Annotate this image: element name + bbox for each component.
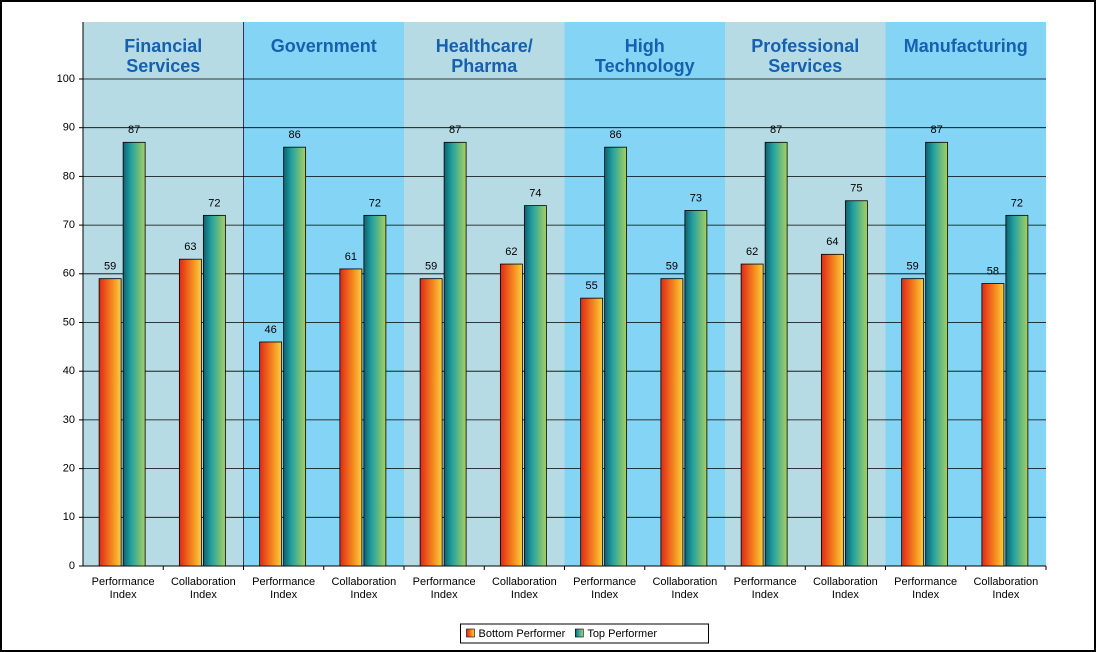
value-label: 74 (529, 188, 541, 200)
value-label: 64 (826, 236, 838, 248)
bar (580, 297, 604, 567)
value-label: 61 (345, 251, 357, 263)
bar (523, 205, 547, 567)
x-tick-label: Collaboration Index (331, 576, 397, 601)
bar (660, 278, 684, 567)
value-label: 87 (128, 124, 140, 136)
bar (419, 278, 443, 567)
bar (443, 141, 467, 567)
value-label: 46 (265, 324, 277, 336)
y-tick-label: 20 (63, 463, 75, 475)
bar (604, 146, 628, 567)
x-tick-label: Collaboration Index (973, 576, 1039, 601)
x-tick-label: Performance Index (894, 576, 958, 601)
bar (178, 258, 202, 567)
value-label: 87 (770, 124, 782, 136)
group-title: Professional Services (751, 36, 860, 76)
legend-label: Top Performer (587, 628, 657, 640)
bar (1005, 214, 1029, 567)
group-title: Government (270, 36, 377, 56)
group-title: Financial Services (124, 36, 203, 76)
legend-swatch (466, 628, 475, 638)
y-tick-label: 60 (63, 268, 75, 280)
value-label: 59 (104, 261, 116, 273)
y-tick-label: 70 (63, 219, 75, 231)
y-tick-label: 10 (63, 511, 75, 523)
bar (122, 141, 146, 567)
y-tick-label: 0 (69, 560, 75, 572)
value-label: 72 (1011, 197, 1023, 209)
value-label: 72 (369, 197, 381, 209)
value-label: 86 (610, 129, 622, 141)
bar (925, 141, 949, 567)
x-tick-label: Collaboration Index (170, 576, 236, 601)
y-tick-label: 40 (63, 365, 75, 377)
x-tick-label: Collaboration Index (491, 576, 557, 601)
bar (98, 278, 122, 567)
x-tick-label: Performance Index (733, 576, 797, 601)
bar (740, 263, 764, 567)
x-tick-label: Performance Index (252, 576, 316, 601)
legend-label: Bottom Performer (479, 628, 566, 640)
bar (981, 283, 1005, 567)
x-tick-label: Performance Index (91, 576, 155, 601)
legend-swatch (575, 628, 584, 638)
group-title: Manufacturing (903, 36, 1028, 56)
value-label: 87 (931, 124, 943, 136)
x-tick-label: Performance Index (412, 576, 476, 601)
value-label: 87 (449, 124, 461, 136)
value-label: 86 (289, 129, 301, 141)
bar (901, 278, 925, 567)
bar (339, 268, 363, 567)
value-label: 63 (184, 241, 196, 253)
x-tick-label: Collaboration Index (652, 576, 718, 601)
value-label: 73 (690, 192, 702, 204)
bar (259, 341, 283, 567)
value-label: 58 (987, 265, 999, 277)
legend-box (460, 623, 709, 644)
group-title: High Technology (594, 36, 695, 76)
x-tick-label: Collaboration Index (812, 576, 878, 601)
bar (764, 141, 788, 567)
value-label: 62 (505, 246, 517, 258)
value-label: 59 (425, 261, 437, 273)
value-label: 62 (746, 246, 758, 258)
bar (684, 210, 708, 567)
x-tick-label: Performance Index (573, 576, 637, 601)
value-label: 59 (666, 261, 678, 273)
value-label: 59 (907, 261, 919, 273)
bar (202, 214, 226, 567)
bar (283, 146, 307, 567)
group-title: Healthcare/ Pharma (435, 36, 533, 76)
bar (363, 214, 387, 567)
y-tick-label: 30 (63, 414, 75, 426)
y-tick-label: 90 (63, 122, 75, 134)
value-label: 75 (850, 183, 862, 195)
y-tick-label: 80 (63, 170, 75, 182)
bar (844, 200, 868, 567)
bar (820, 253, 844, 567)
y-tick-label: 50 (63, 316, 75, 328)
bar (499, 263, 523, 567)
y-tick-label: 100 (57, 73, 75, 85)
value-label: 72 (208, 197, 220, 209)
value-label: 55 (586, 280, 598, 292)
